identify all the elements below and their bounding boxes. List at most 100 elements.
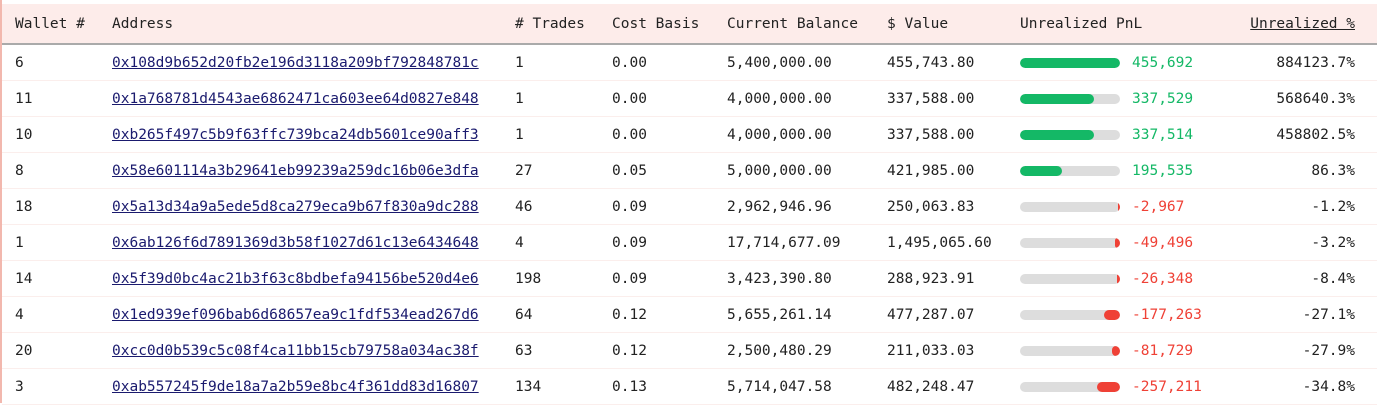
address-link[interactable]: 0x1a768781d4543ae6862471ca603ee64d0827e8…: [112, 90, 479, 107]
usd-value: 337,588.00: [887, 116, 1020, 153]
address-link[interactable]: 0x108d9b652d20fb2e196d3118a209bf79284878…: [112, 54, 479, 71]
address-link[interactable]: 0x5f39d0bc4ac21b3f63c8bdbefa94156be520d4…: [112, 270, 479, 287]
header-cost-basis[interactable]: Cost Basis: [612, 2, 727, 45]
pnl-value: -2,967: [1132, 198, 1185, 215]
pnl-cell: 337,514: [1020, 127, 1240, 143]
current-balance: 5,400,000.00: [727, 44, 887, 81]
cost-basis: 0.00: [612, 116, 727, 153]
wallet-number: 10: [2, 116, 112, 153]
pnl-value: -81,729: [1132, 342, 1194, 359]
header-value[interactable]: $ Value: [887, 2, 1020, 45]
current-balance: 17,714,677.09: [727, 224, 887, 261]
pnl-cell: 337,529: [1020, 91, 1240, 107]
pnl-cell: -2,967: [1020, 199, 1240, 215]
wallet-number: 3: [2, 368, 112, 405]
pnl-bar: [1020, 201, 1120, 212]
cost-basis: 0.09: [612, 260, 727, 297]
address-link[interactable]: 0x6ab126f6d7891369d3b58f1027d61c13e64346…: [112, 234, 479, 251]
pnl-bar-fill: [1112, 345, 1120, 356]
table-row: 4 0x1ed939ef096bab6d68657ea9c1fdf534ead2…: [2, 296, 1377, 333]
header-trades[interactable]: # Trades: [515, 2, 612, 45]
unrealized-pct: -3.2%: [1240, 224, 1377, 261]
current-balance: 3,423,390.80: [727, 260, 887, 297]
address-link[interactable]: 0xb265f497c5b9f63ffc739bca24db5601ce90af…: [112, 126, 479, 143]
cost-basis: 0.12: [612, 296, 727, 333]
address-link[interactable]: 0x58e601114a3b29641eb99239a259dc16b06e3d…: [112, 162, 479, 179]
unrealized-pct: 458802.5%: [1240, 116, 1377, 153]
pnl-bar: [1020, 129, 1120, 140]
table-row: 20 0xcc0d0b539c5c08f4ca11bb15cb79758a034…: [2, 332, 1377, 369]
unrealized-pct: -34.8%: [1240, 368, 1377, 405]
pnl-bar: [1020, 165, 1120, 176]
pnl-cell: 455,692: [1020, 55, 1240, 71]
unrealized-pct: -1.2%: [1240, 188, 1377, 225]
wallet-number: 1: [2, 224, 112, 261]
pnl-bar-fill: [1020, 165, 1062, 176]
current-balance: 4,000,000.00: [727, 116, 887, 153]
pnl-value: -257,211: [1132, 378, 1202, 395]
header-wallet[interactable]: Wallet #: [2, 2, 112, 45]
pnl-value: 337,514: [1132, 126, 1194, 143]
trades-count: 27: [515, 152, 612, 189]
cost-basis: 0.09: [612, 188, 727, 225]
pnl-bar: [1020, 57, 1120, 68]
pnl-bar-fill: [1115, 237, 1120, 248]
unrealized-pct: 568640.3%: [1240, 80, 1377, 117]
header-unrealized-pnl[interactable]: Unrealized PnL: [1020, 2, 1240, 45]
pnl-bar-fill: [1104, 309, 1120, 320]
unrealized-pct: 884123.7%: [1240, 44, 1377, 81]
pnl-cell: -257,211: [1020, 379, 1240, 395]
cost-basis: 0.05: [612, 152, 727, 189]
table-row: 18 0x5a13d34a9a5ede5d8ca279eca9b67f830a9…: [2, 188, 1377, 225]
trades-count: 64: [515, 296, 612, 333]
pnl-bar-fill: [1118, 201, 1120, 212]
pnl-bar: [1020, 345, 1120, 356]
current-balance: 5,000,000.00: [727, 152, 887, 189]
usd-value: 337,588.00: [887, 80, 1020, 117]
trades-count: 1: [515, 116, 612, 153]
table-row: 8 0x58e601114a3b29641eb99239a259dc16b06e…: [2, 152, 1377, 189]
pnl-bar: [1020, 273, 1120, 284]
address-link[interactable]: 0xab557245f9de18a7a2b59e8bc4f361dd83d168…: [112, 378, 479, 395]
current-balance: 5,714,047.58: [727, 368, 887, 405]
cost-basis: 0.12: [612, 332, 727, 369]
unrealized-pct: -8.4%: [1240, 260, 1377, 297]
pnl-cell: 195,535: [1020, 163, 1240, 179]
wallet-number: 4: [2, 296, 112, 333]
pnl-bar-fill: [1020, 129, 1094, 140]
unrealized-pct: 86.3%: [1240, 152, 1377, 189]
cost-basis: 0.00: [612, 80, 727, 117]
trades-count: 4: [515, 224, 612, 261]
header-unrealized-pct[interactable]: Unrealized %: [1240, 2, 1377, 45]
pnl-value: -49,496: [1132, 234, 1194, 251]
usd-value: 421,985.00: [887, 152, 1020, 189]
pnl-value: 337,529: [1132, 90, 1194, 107]
header-address[interactable]: Address: [112, 2, 515, 45]
sort-link-unrealized-pct[interactable]: Unrealized %: [1250, 15, 1355, 32]
pnl-bar: [1020, 381, 1120, 392]
pnl-cell: -177,263: [1020, 307, 1240, 323]
address-link[interactable]: 0x1ed939ef096bab6d68657ea9c1fdf534ead267…: [112, 306, 479, 323]
pnl-bar: [1020, 237, 1120, 248]
trades-count: 134: [515, 368, 612, 405]
pnl-bar: [1020, 93, 1120, 104]
cost-basis: 0.00: [612, 44, 727, 81]
pnl-cell: -81,729: [1020, 343, 1240, 359]
wallet-number: 11: [2, 80, 112, 117]
wallet-number: 6: [2, 44, 112, 81]
pnl-value: -177,263: [1132, 306, 1202, 323]
trades-count: 46: [515, 188, 612, 225]
wallet-number: 14: [2, 260, 112, 297]
address-link[interactable]: 0x5a13d34a9a5ede5d8ca279eca9b67f830a9dc2…: [112, 198, 479, 215]
cost-basis: 0.09: [612, 224, 727, 261]
unrealized-pct: -27.1%: [1240, 296, 1377, 333]
pnl-bar: [1020, 309, 1120, 320]
trades-count: 198: [515, 260, 612, 297]
current-balance: 2,962,946.96: [727, 188, 887, 225]
usd-value: 477,287.07: [887, 296, 1020, 333]
header-current-balance[interactable]: Current Balance: [727, 2, 887, 45]
usd-value: 482,248.47: [887, 368, 1020, 405]
address-link[interactable]: 0xcc0d0b539c5c08f4ca11bb15cb79758a034ac3…: [112, 342, 479, 359]
table-body: 6 0x108d9b652d20fb2e196d3118a209bf792848…: [2, 44, 1377, 405]
